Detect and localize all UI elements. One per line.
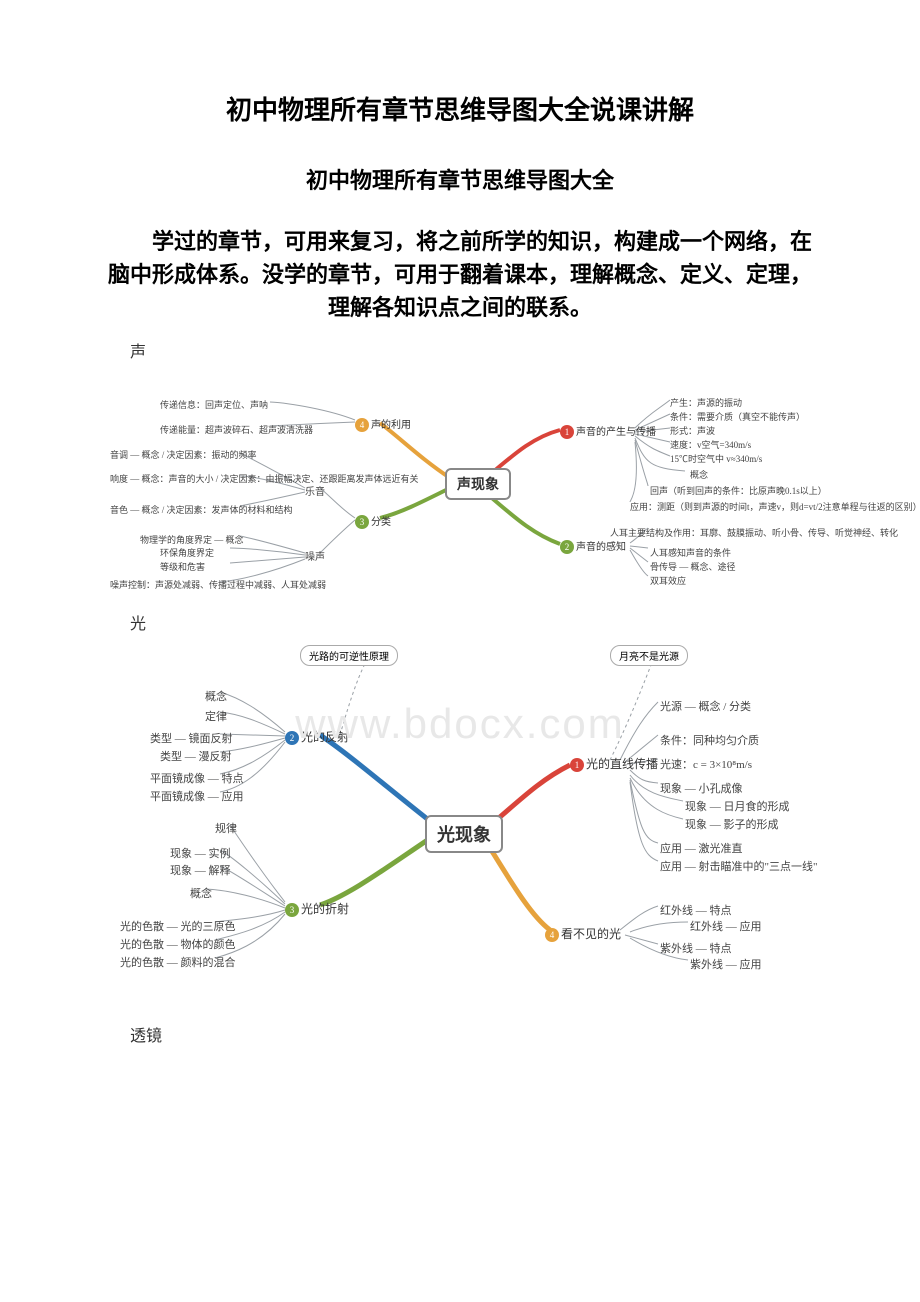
sound-leaf: 概念 [690,468,708,481]
sound-leaf: 双耳效应 [650,574,686,587]
mindmap-sound: 声现象 1声音的产生与传播 产生：声源的振动条件：需要介质（真空不能传声）形式：声… [90,368,830,598]
light-leaf: 光的色散 — 光的三原色 [120,918,236,934]
light-leaf: 紫外线 — 特点 [660,940,732,956]
light-leaf: 条件：同种均匀介质 [660,732,759,748]
sound-leaf: 应用：测距（则到声源的时间t，声速v，则d=vt/2注意单程与往返的区别） [630,500,920,513]
section-label-sound: 声 [130,338,830,362]
sound-leaf: 人耳主要结构及作用：耳廓、鼓膜振动、听小骨、传导、听觉神经、转化 [610,526,898,539]
light-leaf: 概念 [190,885,212,901]
sound-branch: 2声音的感知 [560,538,626,554]
light-leaf: 光速：c = 3×10⁸m/s [660,756,752,772]
sound-branch: 1声音的产生与传播 [560,423,656,439]
light-leaf: 现象 — 小孔成像 [660,780,743,796]
light-leaf: 类型 — 镜面反射 [150,730,233,746]
section-label-light: 光 [130,610,830,634]
sound-center-node: 声现象 [445,468,511,500]
light-leaf: 现象 — 日月食的形成 [685,798,790,814]
light-branch: 1光的直线传播 [570,755,658,772]
sound-leaf: 形式：声波 [670,424,715,437]
sound-subnode: 噪声 [305,548,325,563]
sound-leaf: 音调 — 概念 / 决定因素：振动的频率 [110,448,257,461]
light-leaf: 应用 — 激光准直 [660,840,743,856]
sound-leaf: 产生：声源的振动 [670,396,742,409]
sound-leaf: 传递能量：超声波碎石、超声波清洗器 [160,423,313,436]
sound-subnode: 乐音 [305,483,325,498]
light-leaf: 紫外线 — 应用 [690,956,762,972]
sound-leaf: 回声（听到回声的条件：比原声晚0.1s以上） [650,484,827,497]
light-leaf: 光的色散 — 物体的颜色 [120,936,236,952]
sound-leaf: 响度 — 概念：声音的大小 / 决定因素：由振幅决定、还跟距离发声体远近有关 [110,472,419,485]
light-leaf: 红外线 — 特点 [660,902,732,918]
sound-branch: 4声的利用 [355,416,411,432]
light-leaf: 现象 — 解释 [170,862,231,878]
light-leaf: 规律 [215,820,237,836]
sound-leaf: 人耳感知声音的条件 [650,546,731,559]
light-center-node: 光现象 [425,815,503,853]
sound-leaf: 15℃时空气中 v≈340m/s [670,452,762,465]
sound-leaf: 骨传导 — 概念、途径 [650,560,736,573]
sound-leaf: 速度：v空气=340m/s [670,438,751,451]
intro-paragraph: 学过的章节，可用来复习，将之前所学的知识，构建成一个网络，在脑中形成体系。没学的… [90,225,830,324]
light-leaf: 应用 — 射击瞄准中的"三点一线" [660,858,817,874]
light-leaf: 平面镜成像 — 应用 [150,788,244,804]
light-bubble: 光路的可逆性原理 [300,645,398,666]
sound-leaf: 等级和危害 [160,560,205,573]
light-branch: 4看不见的光 [545,925,621,942]
light-leaf: 红外线 — 应用 [690,918,762,934]
light-leaf: 定律 [205,708,227,724]
mindmap-light: 光现象 光路的可逆性原理 月亮不是光源 1光的直线传播 光源 — 概念 / 分类条件… [90,640,830,1010]
light-leaf: 类型 — 漫反射 [160,748,232,764]
light-bubble: 月亮不是光源 [610,645,688,666]
light-branch: 3光的折射 [285,900,349,917]
main-title: 初中物理所有章节思维导图大全说课讲解 [90,90,830,127]
light-leaf: 平面镜成像 — 特点 [150,770,244,786]
light-leaf: 光的色散 — 颜料的混合 [120,954,236,970]
sound-leaf: 传递信息：回声定位、声呐 [160,398,268,411]
light-leaf: 现象 — 影子的形成 [685,816,779,832]
sound-leaf: 物理学的角度界定 — 概念 [140,533,244,546]
light-branch: 2光的反射 [285,728,349,745]
light-leaf: 概念 [205,688,227,704]
sound-branch: 3分类 [355,513,391,529]
sub-title: 初中物理所有章节思维导图大全 [90,163,830,195]
section-label-lens: 透镜 [130,1022,830,1046]
sound-leaf: 噪声控制：声源处减弱、传播过程中减弱、人耳处减弱 [110,578,326,591]
sound-leaf: 音色 — 概念 / 决定因素：发声体的材料和结构 [110,503,293,516]
sound-leaf: 条件：需要介质（真空不能传声） [670,410,805,423]
light-leaf: 现象 — 实例 [170,845,231,861]
light-leaf: 光源 — 概念 / 分类 [660,698,751,714]
sound-leaf: 环保角度界定 [160,546,214,559]
